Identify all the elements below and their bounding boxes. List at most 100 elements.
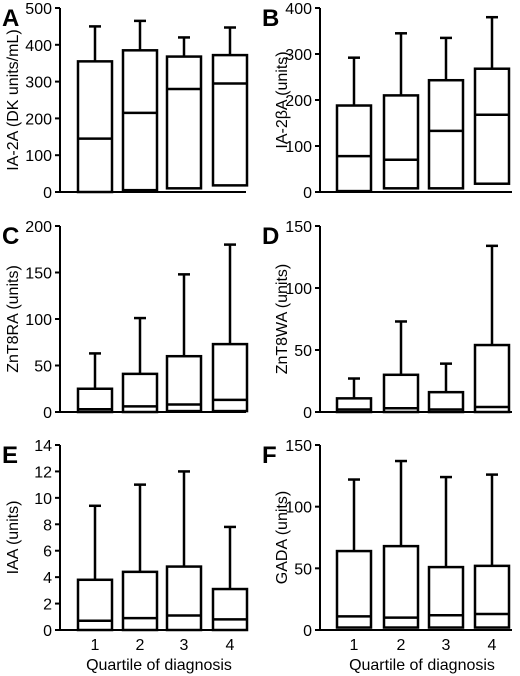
box-e-q4 [211, 525, 249, 632]
panel-letter: F [262, 442, 277, 469]
y-axis-label: GADA (units) [274, 491, 291, 584]
y-tick-label: 100 [25, 148, 52, 165]
y-tick-label: 100 [285, 139, 312, 156]
box-e-q1 [76, 504, 114, 632]
panel-c: 0 50 100 150 200 ZnT8RA (units) C [2, 219, 249, 422]
box-f-q1 [335, 478, 373, 629]
iqr-box [382, 544, 420, 629]
box-c-q4 [211, 243, 249, 413]
box-c-q1 [76, 352, 114, 414]
y-tick-label: 150 [285, 219, 312, 236]
box-a-q2 [121, 19, 159, 192]
y-tick-label: 400 [25, 38, 52, 55]
y-tick-label: 12 [34, 464, 52, 481]
y-tick-label: 0 [43, 185, 52, 202]
y-tick-label: 150 [285, 438, 312, 455]
box-d-q2 [382, 320, 420, 414]
y-tick-label: 4 [43, 570, 52, 587]
panel-b: 0 100 200 300 400 IA-2βA (units) B [262, 1, 512, 202]
x-tick-label: 1 [350, 637, 359, 654]
box-e-q2 [121, 483, 159, 632]
box-b-q2 [382, 32, 420, 190]
x-tick-label: 3 [180, 637, 189, 654]
y-tick-label: 0 [43, 623, 52, 640]
box-d-q3 [427, 362, 465, 414]
y-tick-label: 500 [25, 1, 52, 18]
y-tick-label: 200 [25, 219, 52, 236]
y-tick-label: 100 [285, 500, 312, 517]
y-tick-label: 200 [285, 93, 312, 110]
iqr-box [473, 564, 511, 629]
x-axis-title: Quartile of diagnosis [86, 657, 232, 674]
box-b-q1 [335, 56, 373, 193]
box-a-q4 [211, 26, 249, 187]
iqr-box [427, 390, 465, 414]
iqr-box [165, 565, 203, 632]
panel-letter: D [262, 223, 279, 250]
box-b-q3 [427, 36, 465, 190]
y-tick-label: 50 [34, 359, 52, 376]
y-tick-label: 0 [303, 185, 312, 202]
y-axis-label: ZnT8RA (units) [5, 265, 22, 373]
box-e-q3 [165, 470, 203, 632]
box-f-q3 [427, 475, 465, 629]
box-f-q4 [473, 473, 511, 629]
iqr-box [165, 354, 203, 413]
iqr-box [382, 94, 420, 190]
iqr-box [335, 549, 373, 629]
iqr-box [382, 373, 420, 414]
x-tick-label: 1 [91, 637, 100, 654]
box-d-q1 [335, 377, 373, 414]
y-tick-label: 50 [294, 343, 312, 360]
y-axis-label: IA-2βA (units) [274, 51, 291, 148]
x-tick-label: 2 [136, 637, 145, 654]
y-tick-label: 2 [43, 597, 52, 614]
y-tick-label: 300 [285, 47, 312, 64]
box-a-q3 [165, 36, 203, 190]
y-axis-label: IAA (units) [5, 501, 22, 575]
iqr-box [473, 343, 511, 414]
box-b-q4 [473, 15, 511, 185]
box-a-q1 [76, 25, 114, 194]
panel-letter: E [2, 442, 18, 469]
iqr-box [121, 570, 159, 632]
y-tick-label: 0 [303, 623, 312, 640]
y-tick-label: 100 [285, 281, 312, 298]
iqr-box [473, 67, 511, 185]
y-tick-label: 150 [25, 266, 52, 283]
y-tick-label: 100 [25, 312, 52, 329]
y-tick-label: 8 [43, 517, 52, 534]
box-d-q4 [473, 244, 511, 414]
y-axis-label: ZnT8WA (units) [274, 264, 291, 375]
box-c-q3 [165, 273, 203, 413]
iqr-box [76, 578, 114, 632]
y-tick-label: 10 [34, 491, 52, 508]
iqr-box [121, 49, 159, 192]
iqr-box [427, 78, 465, 190]
x-axis-title: Quartile of diagnosis [349, 657, 495, 674]
panel-letter: A [2, 5, 19, 32]
y-tick-label: 50 [294, 561, 312, 578]
iqr-box [211, 53, 249, 187]
iqr-box [76, 387, 114, 414]
y-tick-label: 14 [34, 438, 52, 455]
y-tick-label: 200 [25, 111, 52, 128]
box-c-q2 [121, 316, 159, 414]
panel-letter: C [2, 223, 19, 250]
y-tick-label: 400 [285, 1, 312, 18]
y-tick-label: 0 [43, 405, 52, 422]
x-tick-label: 4 [488, 637, 497, 654]
iqr-box [76, 60, 114, 194]
y-tick-label: 6 [43, 544, 52, 561]
y-tick-label: 0 [303, 405, 312, 422]
x-tick-label: 3 [442, 637, 451, 654]
panel-f: 0 50 100 150 GADA (units) F 1 2 3 4 Quartile of di… [262, 438, 512, 674]
x-tick-label: 4 [226, 637, 235, 654]
y-tick-label: 300 [25, 75, 52, 92]
iqr-box [165, 55, 203, 190]
iqr-box [427, 565, 465, 629]
iqr-box [335, 104, 373, 193]
